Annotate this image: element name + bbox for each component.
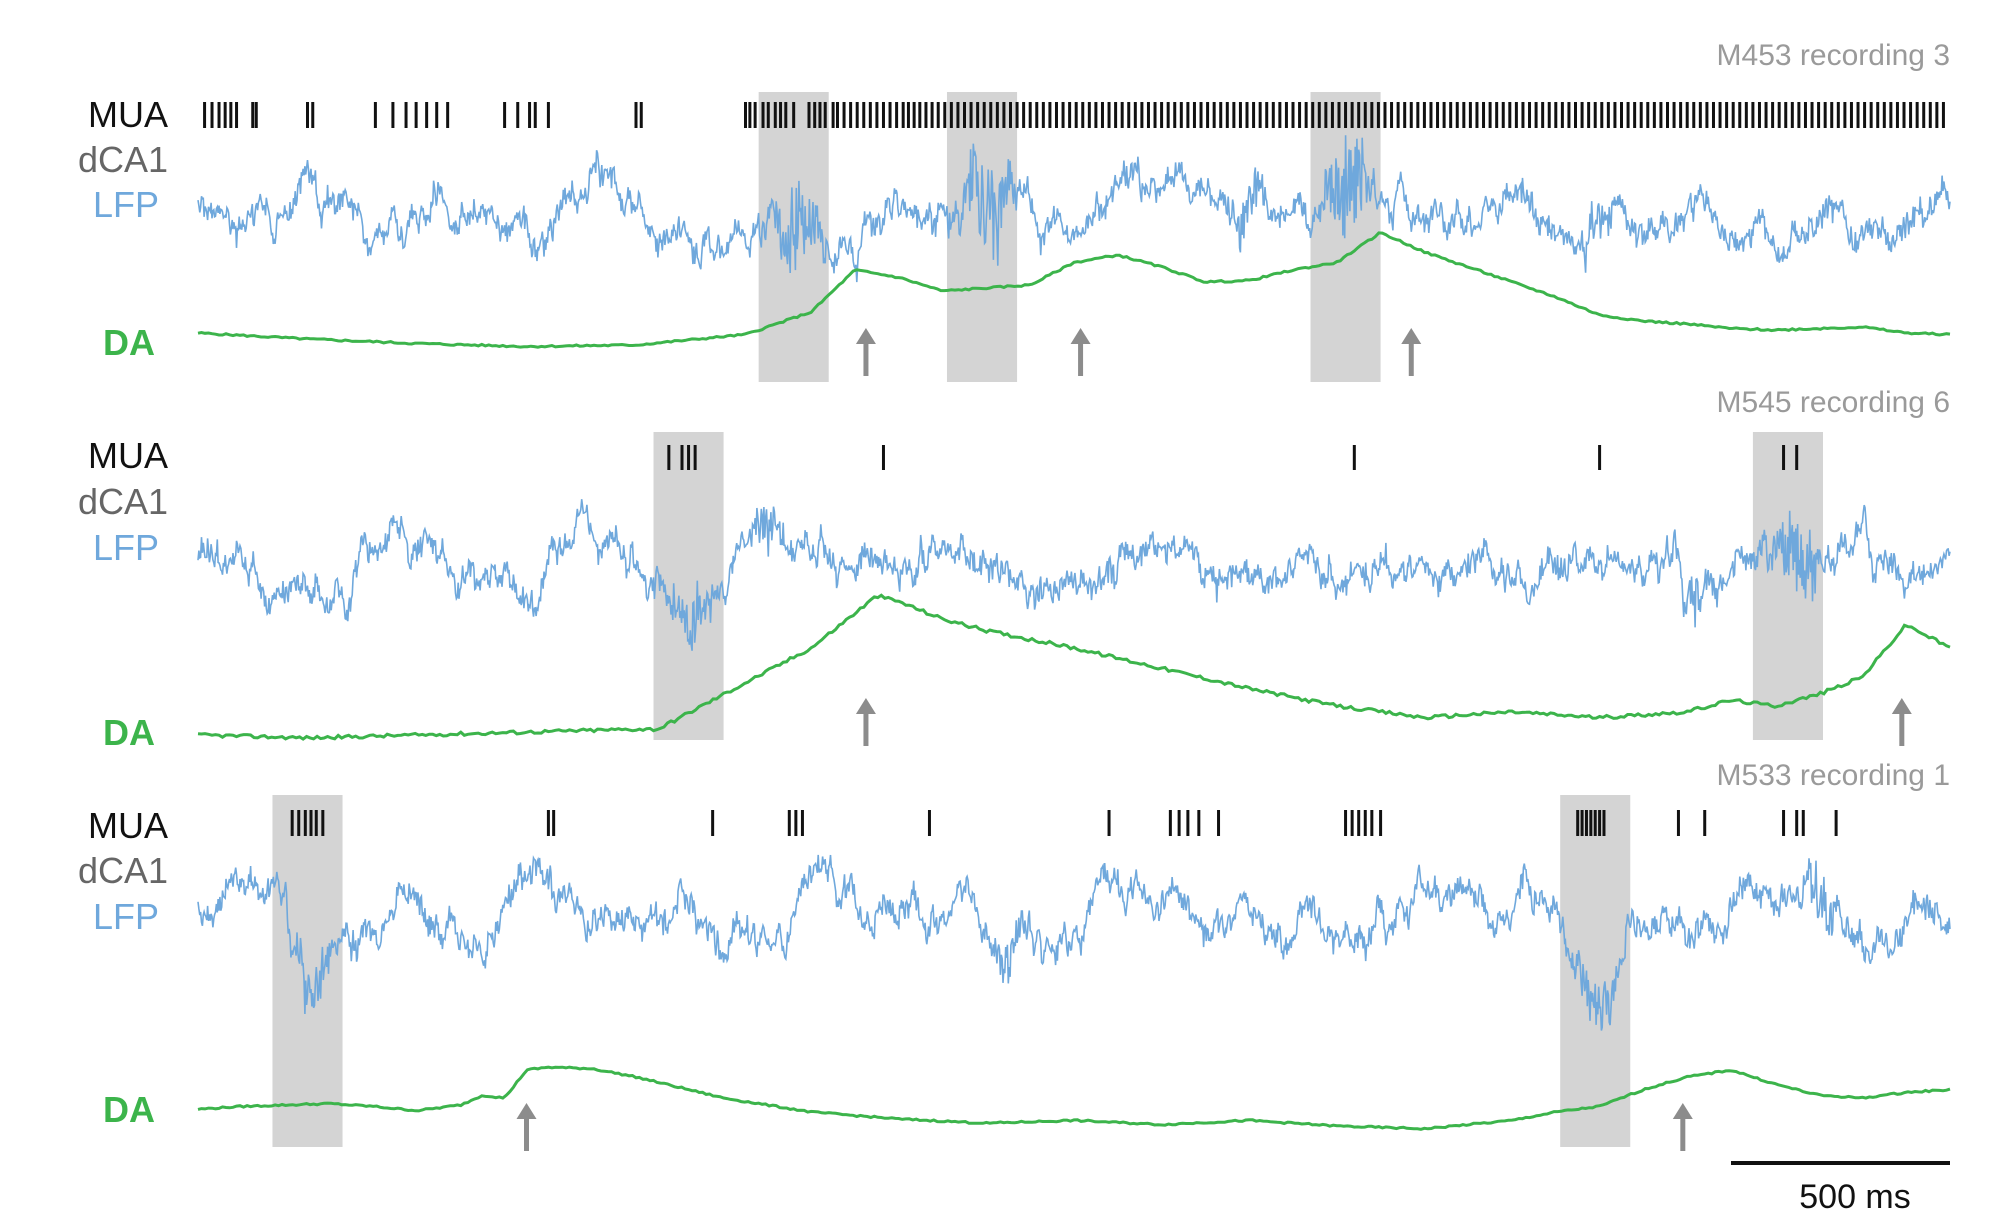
arrow-marker bbox=[855, 328, 876, 376]
panel-m453: M453 recording 3 MUA dCA1 LFP DA bbox=[78, 39, 1951, 382]
panel-m545: M545 recording 6 MUA dCA1 LFP DA bbox=[78, 386, 1951, 753]
lfp-label: LFP bbox=[93, 184, 159, 225]
arrow-markers bbox=[855, 698, 1912, 746]
ripple-window bbox=[272, 795, 343, 1147]
scale-bar-label: 500 ms bbox=[1799, 1178, 1911, 1216]
ripple-windows bbox=[758, 92, 1381, 382]
lfp-label: LFP bbox=[93, 527, 159, 568]
arrow-markers bbox=[516, 1103, 1693, 1151]
ripple-window bbox=[1560, 795, 1631, 1147]
arrow-marker bbox=[516, 1103, 537, 1151]
da-trace bbox=[197, 593, 1951, 741]
lfp-label: LFP bbox=[93, 896, 159, 937]
arrow-marker bbox=[1891, 698, 1912, 746]
arrow-marker bbox=[855, 698, 876, 746]
mua-raster bbox=[667, 445, 1799, 470]
mua-label: MUA bbox=[88, 435, 168, 476]
ripple-window bbox=[946, 92, 1018, 382]
da-trace bbox=[197, 1065, 1951, 1131]
ripple-windows bbox=[272, 795, 1631, 1147]
mua-label: MUA bbox=[88, 94, 168, 135]
mua-raster bbox=[203, 102, 1945, 128]
panel-title: M545 recording 6 bbox=[1717, 386, 1950, 419]
mua-raster bbox=[290, 810, 1838, 836]
lfp-trace bbox=[197, 499, 1951, 651]
ripple-windows bbox=[653, 432, 1823, 740]
panel-title: M453 recording 3 bbox=[1717, 39, 1950, 72]
da-trace bbox=[197, 231, 1951, 349]
arrow-marker bbox=[1401, 328, 1422, 376]
da-label: DA bbox=[103, 1089, 155, 1130]
arrow-markers bbox=[855, 328, 1422, 376]
da-label: DA bbox=[103, 712, 155, 753]
region-label: dCA1 bbox=[78, 481, 168, 522]
lfp-trace bbox=[197, 854, 1951, 1031]
ripple-window bbox=[1752, 432, 1823, 740]
arrow-marker bbox=[1070, 328, 1091, 376]
arrow-marker bbox=[1672, 1103, 1693, 1151]
da-label: DA bbox=[103, 322, 155, 363]
region-label: dCA1 bbox=[78, 139, 168, 180]
lfp-trace bbox=[197, 135, 1951, 283]
panel-m533: M533 recording 1 MUA dCA1 LFP DA bbox=[78, 759, 1951, 1151]
mua-label: MUA bbox=[88, 805, 168, 846]
panel-title: M533 recording 1 bbox=[1717, 759, 1950, 792]
region-label: dCA1 bbox=[78, 850, 168, 891]
